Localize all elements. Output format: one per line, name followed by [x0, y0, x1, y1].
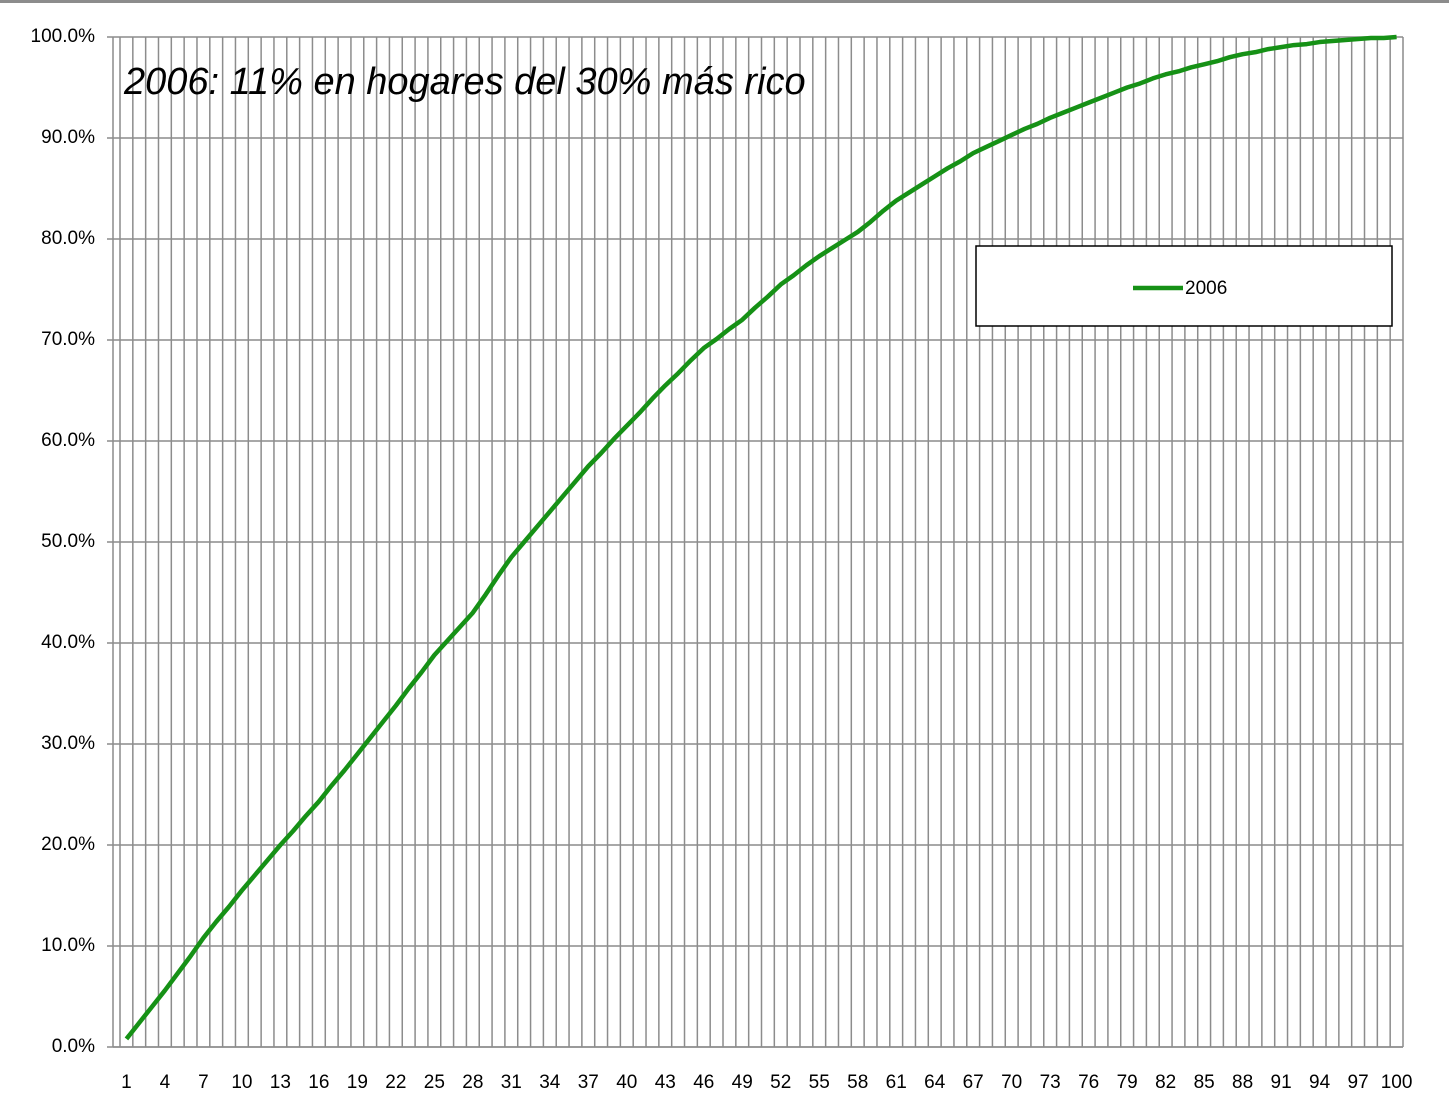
x-tick-label: 13	[270, 1072, 291, 1093]
x-tick-label: 34	[539, 1072, 561, 1093]
x-tick-label: 91	[1271, 1072, 1292, 1093]
legend-box	[975, 245, 1393, 327]
x-tick-label: 85	[1194, 1072, 1215, 1093]
x-tick-label: 4	[160, 1072, 171, 1093]
x-tick-label: 46	[693, 1072, 714, 1093]
x-tick-label: 28	[462, 1072, 483, 1093]
x-tick-label: 82	[1155, 1072, 1176, 1093]
x-tick-label: 16	[308, 1072, 329, 1093]
y-tick-label: 60.0%	[41, 430, 95, 451]
line-series	[124, 34, 1397, 1041]
x-tick-label: 49	[732, 1072, 753, 1093]
x-tick-label: 58	[847, 1072, 868, 1093]
y-tick-label: 70.0%	[41, 329, 95, 350]
x-tick-label: 94	[1309, 1072, 1331, 1093]
x-tick-label: 1	[121, 1072, 132, 1093]
x-tick-label: 76	[1078, 1072, 1099, 1093]
x-tick-label: 52	[770, 1072, 791, 1093]
x-tick-label: 40	[616, 1072, 637, 1093]
annotation: 2006: 11% en hogares del 30% más rico	[123, 61, 806, 103]
x-tick-label: 22	[385, 1072, 406, 1093]
x-tick-label: 73	[1040, 1072, 1061, 1093]
x-tick-label: 55	[809, 1072, 830, 1093]
x-tick-label: 43	[655, 1072, 676, 1093]
y-tick-label: 100.0%	[31, 26, 96, 47]
y-tick-label: 80.0%	[41, 228, 95, 249]
x-tick-label: 97	[1348, 1072, 1369, 1093]
x-tick-label: 100	[1381, 1072, 1413, 1093]
y-tick-label: 40.0%	[41, 632, 95, 653]
x-tick-label: 31	[501, 1072, 522, 1093]
x-tick-label: 37	[578, 1072, 599, 1093]
x-tick-label: 25	[424, 1072, 445, 1093]
y-tick-label: 0.0%	[52, 1036, 95, 1057]
x-tick-label: 88	[1232, 1072, 1253, 1093]
y-tick-label: 50.0%	[41, 531, 95, 552]
legend-label: 2006	[1185, 278, 1227, 299]
x-tick-label: 64	[924, 1072, 946, 1093]
x-tick-label: 7	[198, 1072, 209, 1093]
x-tick-label: 19	[347, 1072, 368, 1093]
x-tick-label: 61	[886, 1072, 907, 1093]
x-tick-label: 10	[231, 1072, 252, 1093]
x-tick-label: 67	[963, 1072, 984, 1093]
y-tick-label: 20.0%	[41, 834, 95, 855]
y-tick-label: 10.0%	[41, 935, 95, 956]
y-tick-label: 90.0%	[41, 127, 95, 148]
top-border	[0, 0, 1449, 3]
legend: 2006	[975, 245, 1393, 327]
y-tick-label: 30.0%	[41, 733, 95, 754]
x-tick-label: 79	[1117, 1072, 1138, 1093]
x-tick-label: 70	[1001, 1072, 1022, 1093]
